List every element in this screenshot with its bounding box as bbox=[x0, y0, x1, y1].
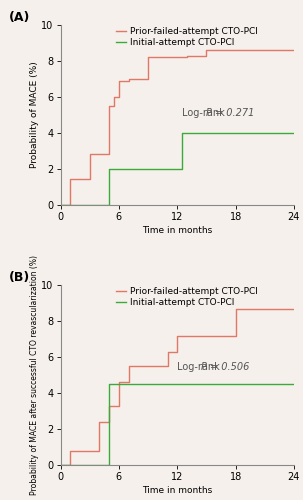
Text: Log-rank: Log-rank bbox=[182, 108, 228, 118]
Y-axis label: Probability of MACE after successful CTO revascularization (%): Probability of MACE after successful CTO… bbox=[30, 255, 38, 495]
X-axis label: Time in months: Time in months bbox=[142, 486, 212, 495]
Text: P = 0.271: P = 0.271 bbox=[206, 108, 254, 118]
Text: Log-rank: Log-rank bbox=[177, 362, 223, 372]
Text: (B): (B) bbox=[9, 271, 31, 284]
Legend: Prior-failed-attempt CTO-PCI, Initial-attempt CTO-PCI: Prior-failed-attempt CTO-PCI, Initial-at… bbox=[112, 284, 261, 311]
Legend: Prior-failed-attempt CTO-PCI, Initial-attempt CTO-PCI: Prior-failed-attempt CTO-PCI, Initial-at… bbox=[112, 23, 261, 50]
Text: (A): (A) bbox=[9, 10, 31, 24]
Text: P = 0.506: P = 0.506 bbox=[201, 362, 249, 372]
Y-axis label: Probability of MACE (%): Probability of MACE (%) bbox=[30, 62, 38, 168]
X-axis label: Time in months: Time in months bbox=[142, 226, 212, 234]
